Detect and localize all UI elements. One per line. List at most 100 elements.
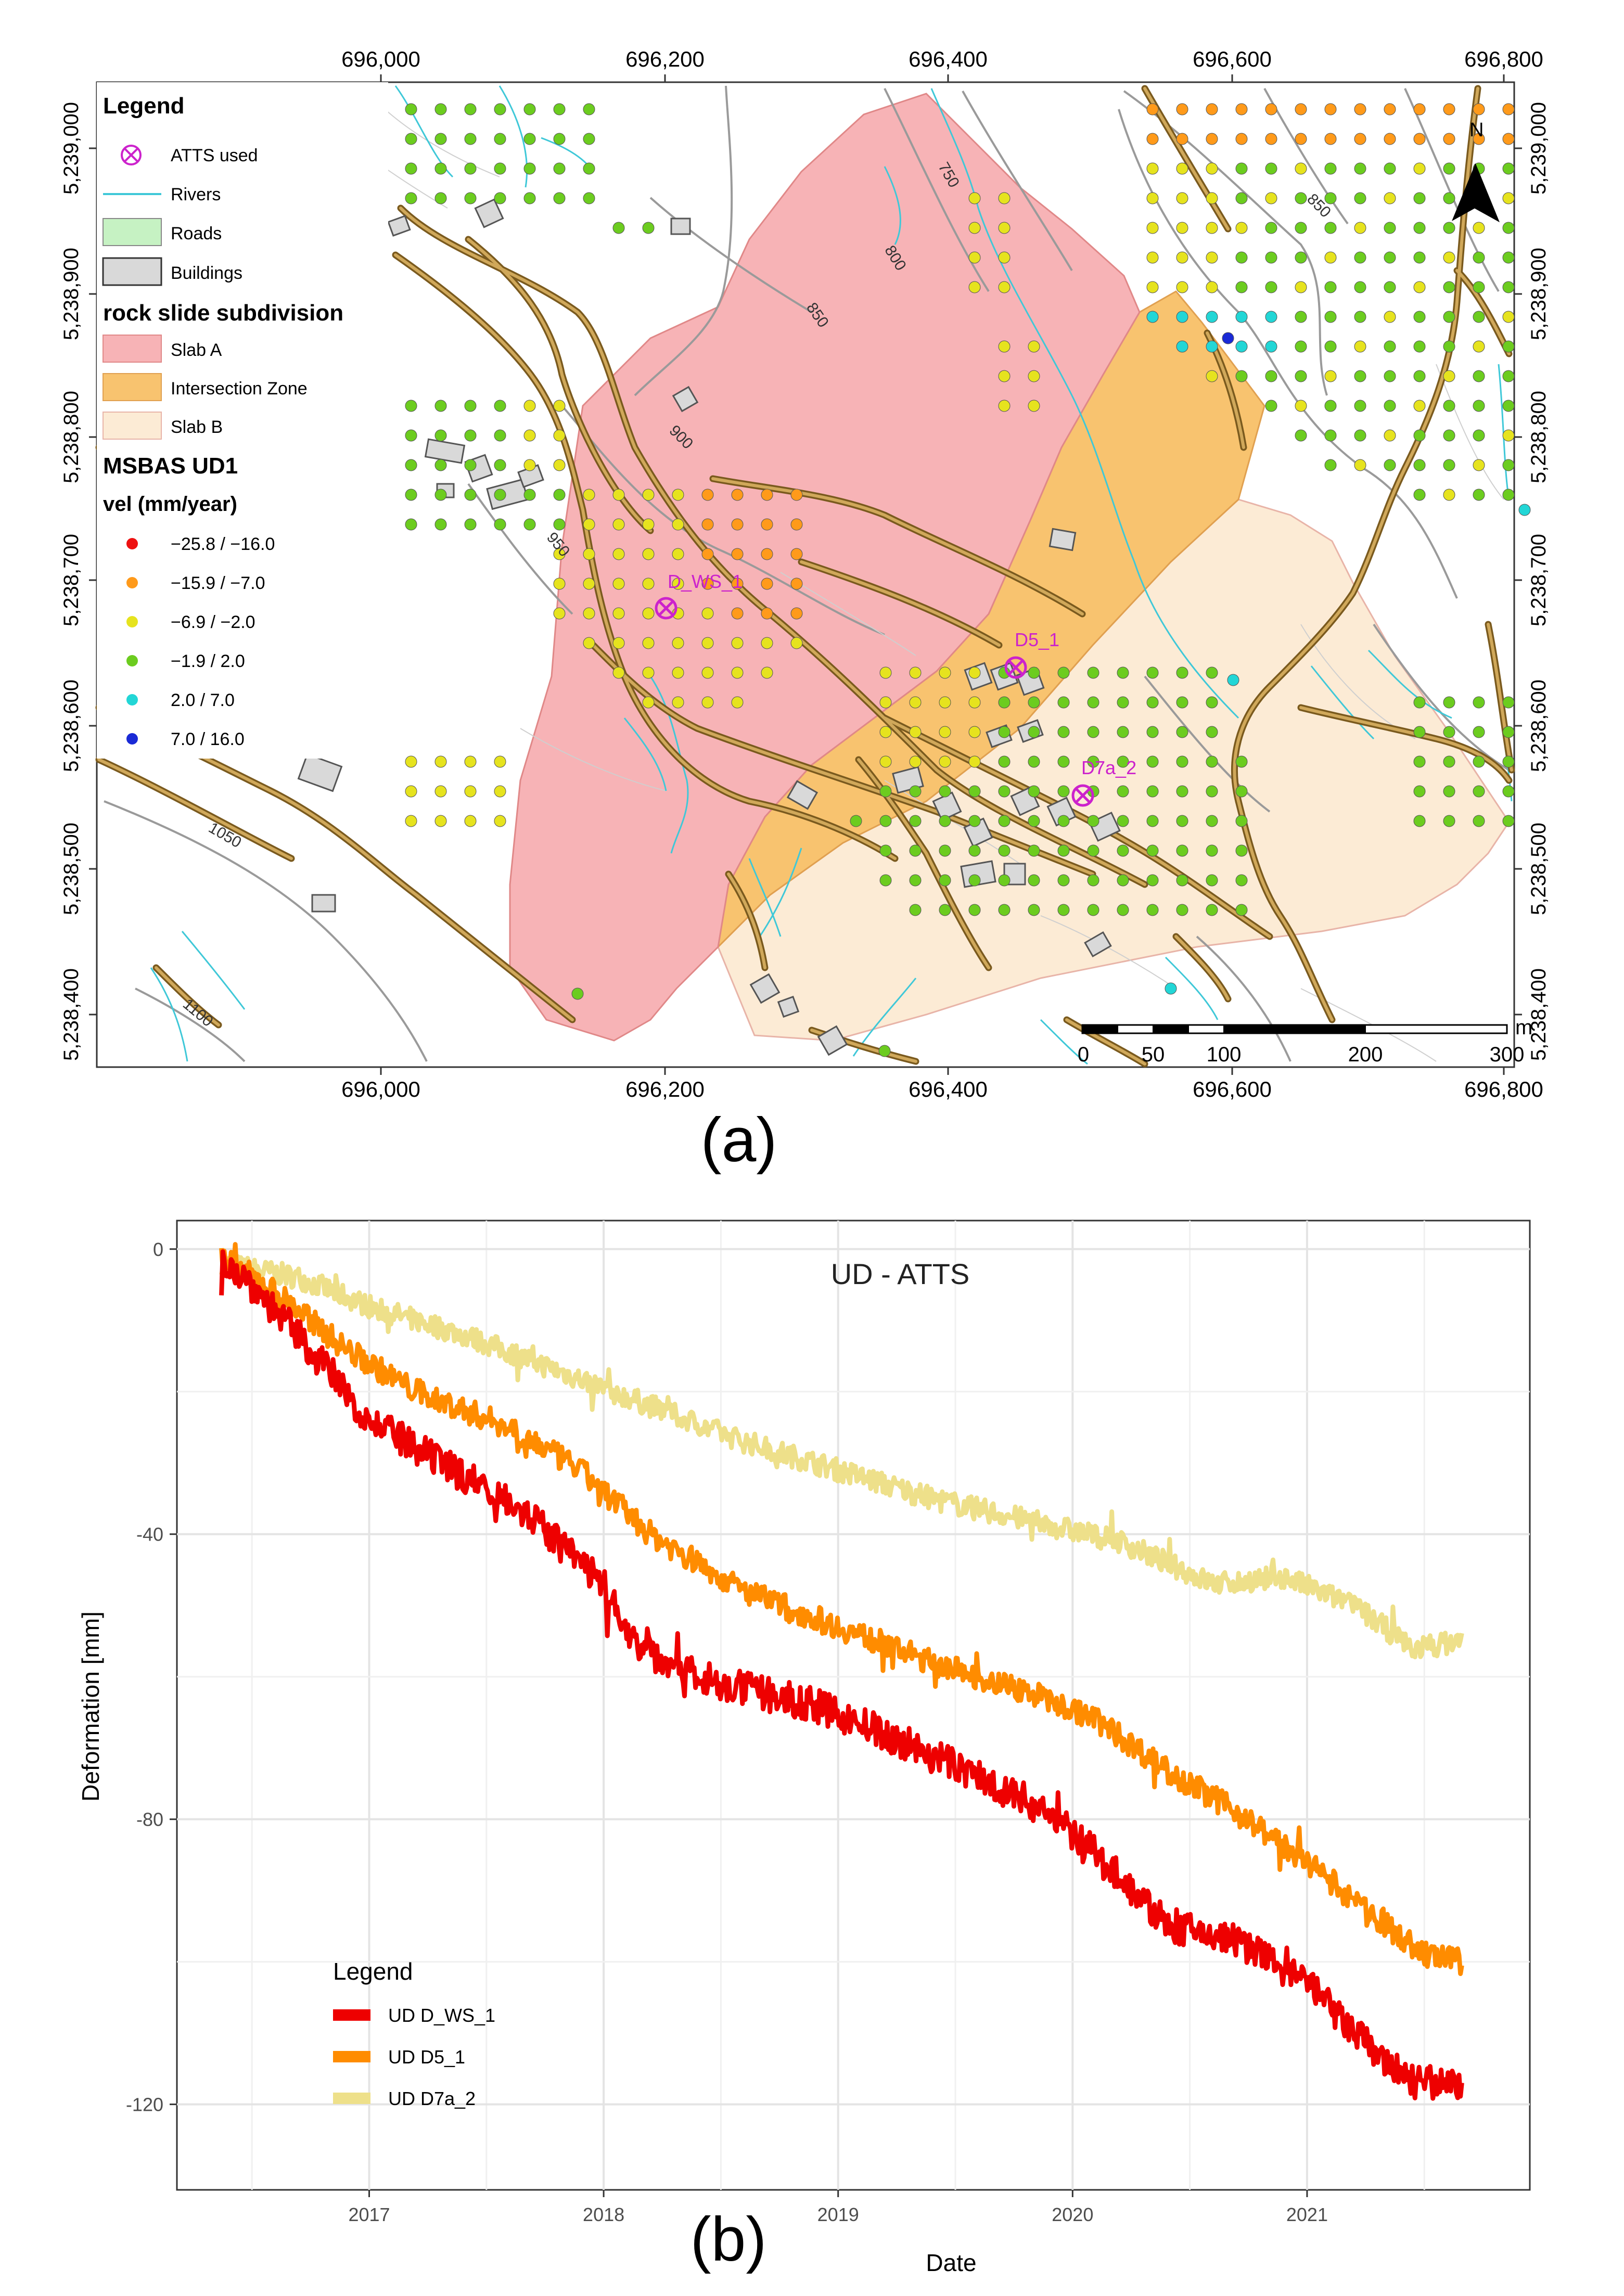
- velocity-dot: [405, 815, 417, 827]
- contour-lines: [104, 85, 1510, 1062]
- map-y-tick-label-left: 5,238,900: [60, 248, 83, 340]
- north-label: N: [1469, 119, 1484, 141]
- velocity-dot: [879, 785, 892, 798]
- velocity-dot: [1413, 726, 1426, 738]
- scale-label: 300: [1490, 1043, 1525, 1066]
- velocity-dot: [1384, 281, 1396, 293]
- velocity-dot: [1473, 281, 1485, 293]
- velocity-dot: [1176, 874, 1188, 887]
- map-x-tick-label-bottom: 696,200: [625, 1077, 705, 1101]
- legend-building-swatch: [102, 257, 162, 286]
- legend-vel-dot: [126, 733, 138, 745]
- legend-vel-dot: [126, 577, 138, 588]
- velocity-dot: [939, 874, 951, 887]
- legend-vel-subtitle: vel (mm/year): [103, 493, 237, 516]
- velocity-dot: [1502, 281, 1515, 293]
- legend-title: Legend: [103, 93, 184, 119]
- velocity-dot: [1176, 103, 1188, 116]
- velocity-dot: [434, 518, 447, 531]
- velocity-dot: [998, 755, 1011, 768]
- map-x-tick-label-bottom: 696,400: [909, 1077, 988, 1101]
- velocity-dot: [1265, 400, 1277, 412]
- velocity-dot: [968, 192, 981, 204]
- velocity-dot: [1502, 755, 1515, 768]
- velocity-dot: [583, 162, 595, 175]
- velocity-dot: [672, 696, 684, 709]
- velocity-dot: [1206, 785, 1218, 798]
- velocity-dot: [939, 815, 951, 827]
- velocity-dot: [464, 518, 477, 531]
- map-y-tick-label-left: 5,238,700: [60, 534, 83, 626]
- velocity-dot: [1502, 192, 1515, 204]
- velocity-dot: [761, 489, 773, 501]
- legend-vel-label: −25.8 / −16.0: [171, 534, 275, 554]
- velocity-dot: [1384, 133, 1396, 145]
- velocity-dot: [939, 785, 951, 798]
- velocity-dot: [909, 696, 922, 709]
- velocity-dot: [1235, 844, 1248, 857]
- velocity-dot: [1443, 281, 1455, 293]
- velocity-dot: [1206, 311, 1218, 323]
- velocity-dot: [642, 222, 655, 234]
- velocity-dot: [1473, 400, 1485, 412]
- velocity-dot: [998, 815, 1011, 827]
- velocity-dot: [1473, 251, 1485, 264]
- velocity-dot: [1235, 340, 1248, 353]
- velocity-dot: [1295, 251, 1307, 264]
- velocity-dot: [583, 578, 595, 590]
- velocity-dot: [998, 785, 1011, 798]
- velocity-dot: [642, 578, 655, 590]
- velocity-dot: [1028, 666, 1040, 679]
- legend-slab-b-swatch: [103, 412, 162, 440]
- chart-legend-label: UD D_WS_1: [388, 2005, 495, 2026]
- velocity-dot: [879, 815, 892, 827]
- rivers: [150, 85, 1513, 1065]
- velocity-dot: [523, 459, 536, 471]
- map-y-tick-label-left: 5,238,800: [60, 391, 83, 483]
- velocity-dot: [1502, 133, 1515, 145]
- velocity-dot: [434, 429, 447, 442]
- chart-y-tick-label: -40: [136, 1524, 163, 1545]
- velocity-dot: [1413, 400, 1426, 412]
- velocity-dot: [1176, 340, 1188, 353]
- velocity-dot: [1384, 400, 1396, 412]
- velocity-dot: [1295, 162, 1307, 175]
- velocity-dot: [968, 281, 981, 293]
- chart-legend: Legend UD D_WS_1 UD D5_1 UD D7a_2: [333, 1958, 495, 2109]
- velocity-dot: [1265, 370, 1277, 382]
- velocity-dot: [1384, 370, 1396, 382]
- velocity-dot: [1324, 192, 1337, 204]
- velocity-dot: [583, 133, 595, 145]
- velocity-dot: [1028, 400, 1040, 412]
- velocity-dot: [1502, 489, 1515, 501]
- atts-marker-d7a-2[interactable]: D7a_2: [1071, 757, 1136, 807]
- chart-legend-swatch: [333, 2093, 370, 2104]
- map-y-tick-label-left: 5,238,400: [60, 968, 83, 1061]
- velocity-dot: [1028, 785, 1040, 798]
- legend-atts-swatch: [121, 145, 142, 165]
- map-y-tick-label-right: 5,238,800: [1527, 391, 1550, 483]
- velocity-dot: [1265, 192, 1277, 204]
- velocity-dot: [1443, 785, 1455, 798]
- velocity-dot: [1235, 162, 1248, 175]
- velocity-dot: [1413, 222, 1426, 234]
- velocity-dot: [672, 578, 684, 590]
- velocity-dot: [642, 666, 655, 679]
- velocity-dot: [1295, 340, 1307, 353]
- atts-marker-d5-1[interactable]: D5_1: [1004, 629, 1059, 679]
- velocity-dot: [1057, 904, 1070, 916]
- velocity-dot: [998, 874, 1011, 887]
- series-line-ud-d5_1: [219, 1242, 1464, 1976]
- velocity-dot: [1324, 133, 1337, 145]
- velocity-dot: [1324, 251, 1337, 264]
- velocity-dot: [1413, 459, 1426, 471]
- atts-marker-d-ws-1[interactable]: D_WS_1: [655, 571, 743, 620]
- velocity-dot: [553, 548, 566, 560]
- map-x-tick-label-bottom: 696,600: [1193, 1077, 1272, 1101]
- velocity-dot: [1176, 785, 1188, 798]
- velocity-dot: [1413, 251, 1426, 264]
- velocity-dot: [909, 874, 922, 887]
- velocity-dot: [1295, 133, 1307, 145]
- velocity-dot: [1413, 696, 1426, 709]
- velocity-dot: [612, 222, 625, 234]
